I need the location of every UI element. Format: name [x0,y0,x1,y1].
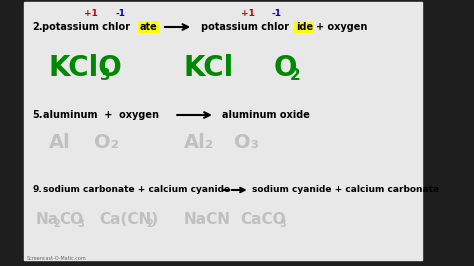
Text: -1: -1 [116,10,126,19]
Text: CO: CO [59,213,83,227]
Text: 2: 2 [290,69,301,84]
Text: CaCO: CaCO [240,213,286,227]
Text: 2: 2 [54,219,61,229]
Text: +1: +1 [241,10,255,19]
Text: 3: 3 [77,219,84,229]
Text: O₃: O₃ [234,134,259,152]
Text: O: O [273,54,297,82]
Text: Ca(CN): Ca(CN) [99,213,158,227]
Text: KCl: KCl [184,54,234,82]
Text: NaCN: NaCN [184,213,231,227]
Text: Al: Al [49,134,71,152]
Text: aluminum  +  oxygen: aluminum + oxygen [43,110,159,120]
Text: potassium chlor: potassium chlor [42,22,130,32]
Text: +1: +1 [84,10,98,19]
Text: KClO: KClO [49,54,123,82]
Text: + oxygen: + oxygen [316,22,367,32]
Text: Screencast-O-Matic.com: Screencast-O-Matic.com [27,256,86,261]
Text: ide: ide [296,22,313,32]
Text: sodium carbonate + calcium cyanide: sodium carbonate + calcium cyanide [43,185,230,194]
Text: 3: 3 [280,219,287,229]
Text: potassium chlor: potassium chlor [201,22,289,32]
Text: -1: -1 [272,10,282,19]
Text: Al₂: Al₂ [184,134,214,152]
Text: 2.: 2. [32,22,43,32]
Text: 9.: 9. [32,185,42,194]
Text: sodium cyanide + calcium carbonate: sodium cyanide + calcium carbonate [253,185,439,194]
Text: Na: Na [36,213,59,227]
Text: O₂: O₂ [94,134,119,152]
Text: ate: ate [139,22,157,32]
Text: aluminum oxide: aluminum oxide [222,110,310,120]
Text: 5.: 5. [32,110,43,120]
Text: 2: 2 [146,219,153,229]
Text: 3: 3 [100,69,110,84]
Bar [25,2,422,260]
